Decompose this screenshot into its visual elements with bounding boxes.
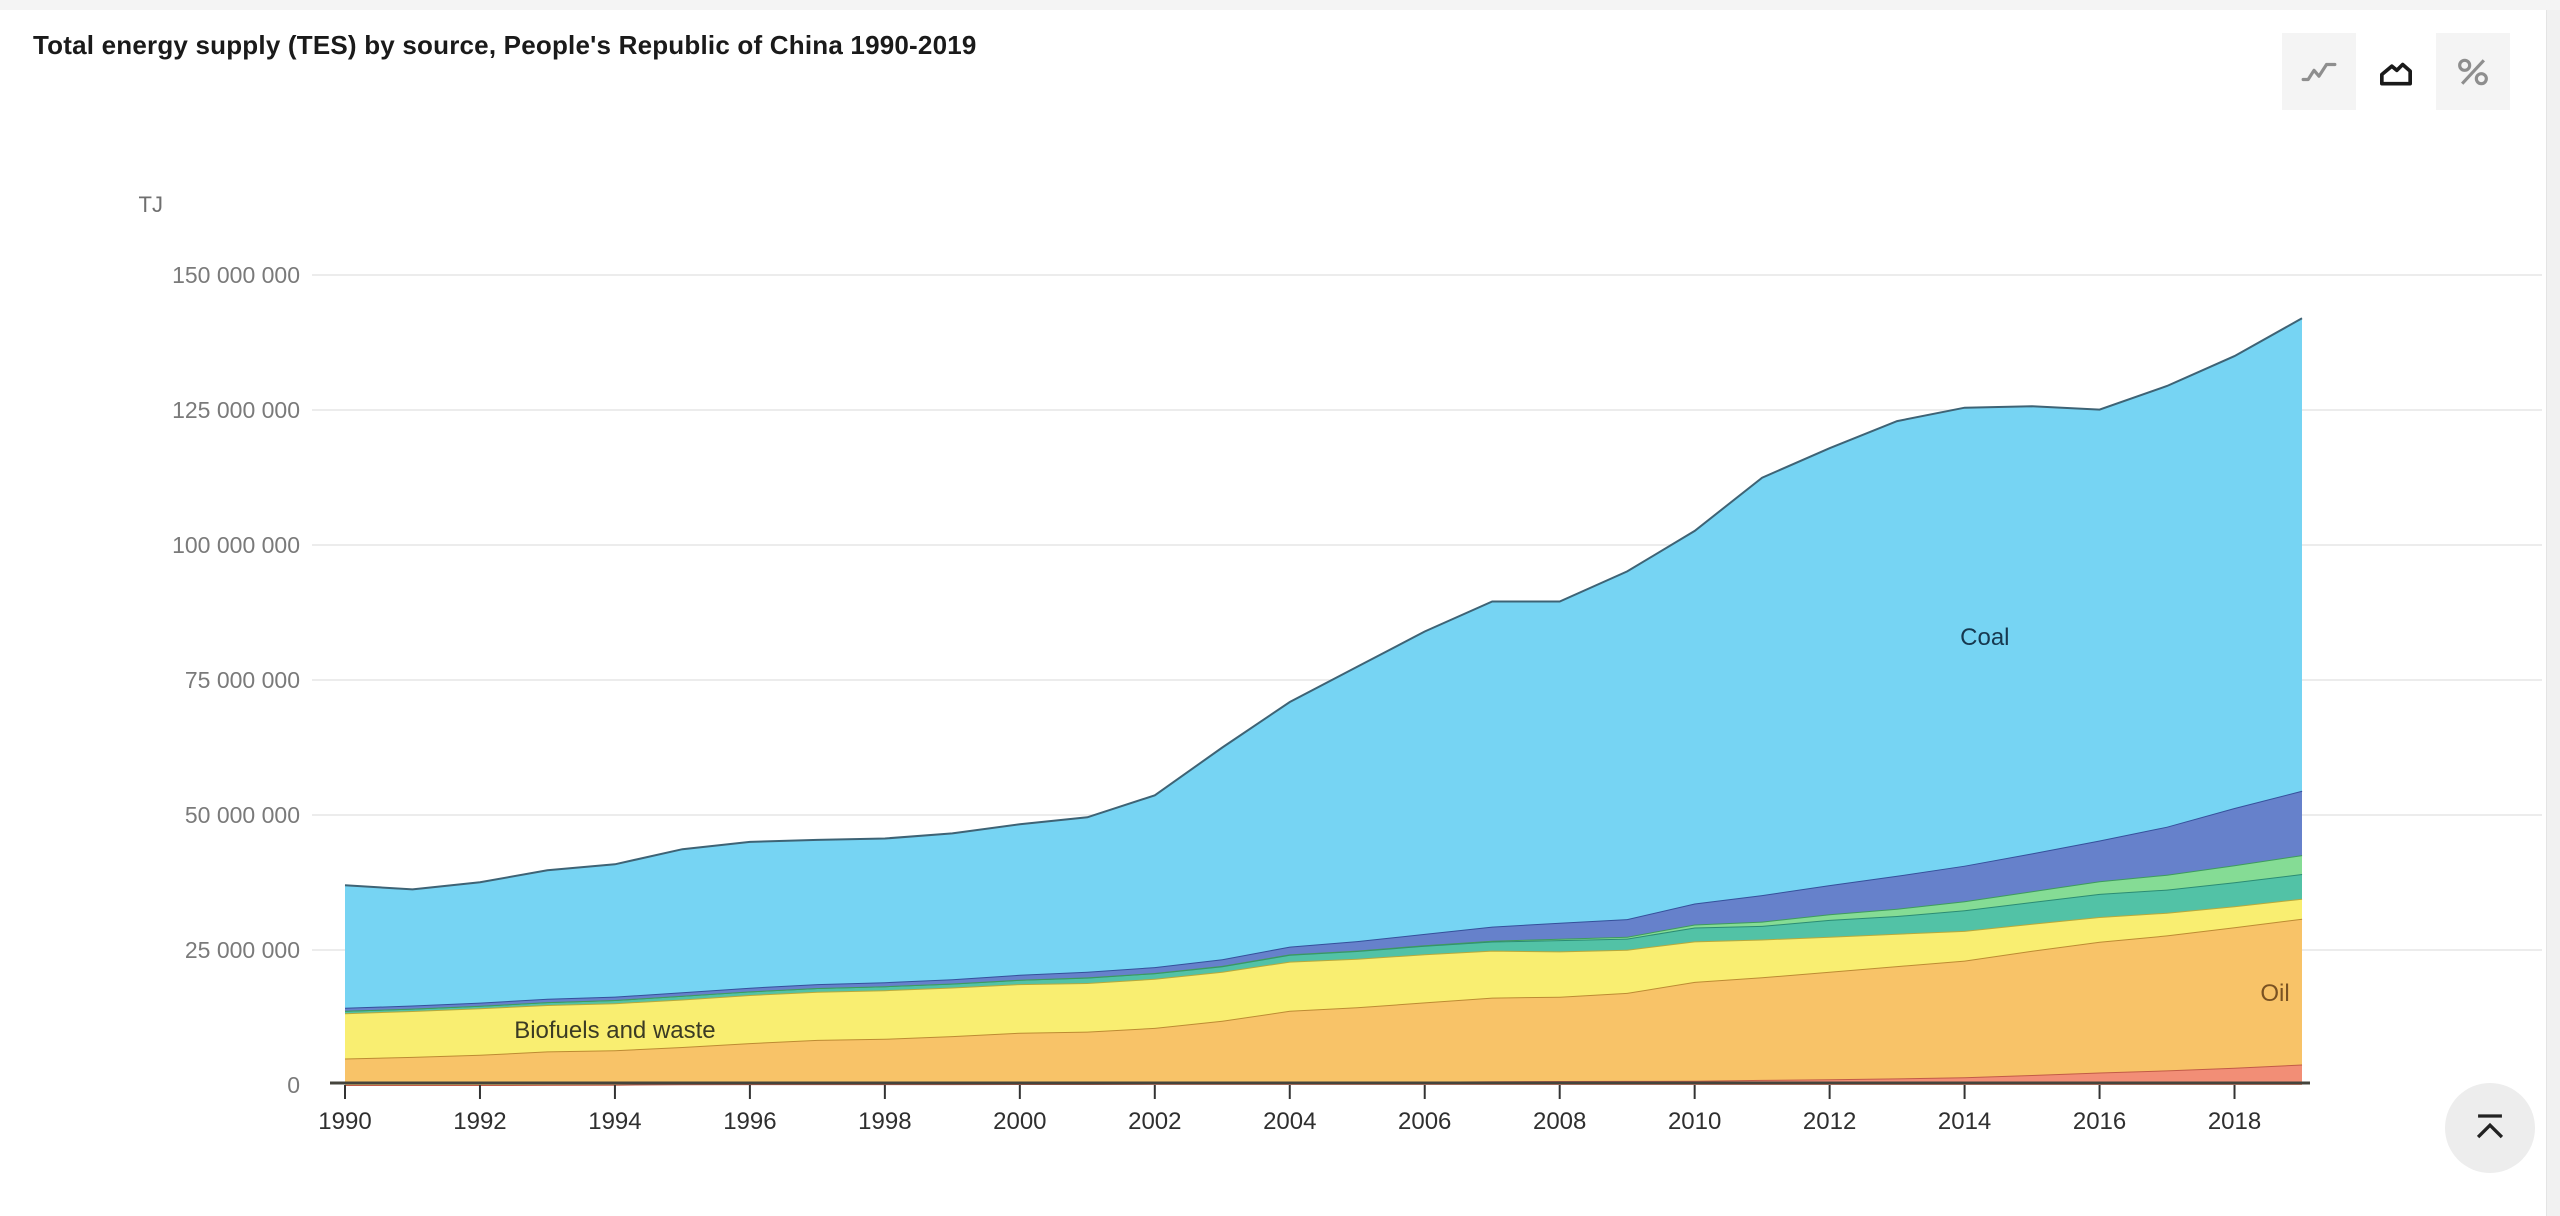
x-tick-label: 1996 bbox=[723, 1108, 776, 1135]
y-tick-label: 75 000 000 bbox=[185, 667, 300, 693]
x-tick-label: 2016 bbox=[2073, 1108, 2126, 1135]
x-tick-label: 1994 bbox=[588, 1108, 641, 1135]
page-title: Total energy supply (TES) by source, Peo… bbox=[33, 30, 977, 60]
series-label-coal: Coal bbox=[1960, 624, 2009, 651]
x-tick-label: 2004 bbox=[1263, 1108, 1316, 1135]
x-axis-ticks: 1990 1992 1994 1996 1998 2000 2002 2004 2006 2008… bbox=[318, 1085, 2261, 1135]
line-chart-toggle[interactable] bbox=[2282, 33, 2356, 110]
y-tick-label: 50 000 000 bbox=[185, 802, 300, 828]
y-tick-label: 100 000 000 bbox=[172, 532, 300, 558]
boundary-coal bbox=[344, 317, 2303, 891]
y-axis-unit-label: TJ bbox=[139, 192, 163, 217]
area-coal[interactable] bbox=[345, 318, 2302, 1008]
area-natural-gas[interactable] bbox=[345, 790, 2302, 1011]
y-axis-labels: 0 25 000 000 50 000 000 75 000 000 100 000 0… bbox=[172, 262, 300, 1098]
top-page-strip bbox=[0, 0, 2560, 10]
y-tick-label: 125 000 000 bbox=[172, 397, 300, 423]
area-chart-icon bbox=[2376, 52, 2416, 92]
x-tick-label: 1992 bbox=[453, 1108, 506, 1135]
x-tick-label: 2012 bbox=[1803, 1108, 1856, 1135]
percent-icon bbox=[2453, 52, 2493, 92]
scroll-to-top-button[interactable] bbox=[2445, 1083, 2535, 1173]
x-tick-label: 1998 bbox=[858, 1108, 911, 1135]
area-chart-toggle[interactable] bbox=[2359, 33, 2433, 110]
x-tick-label: 2010 bbox=[1668, 1108, 1721, 1135]
scrollbar-track[interactable] bbox=[2546, 10, 2560, 1216]
x-tick-label: 2008 bbox=[1533, 1108, 1586, 1135]
x-tick-label: 2014 bbox=[1938, 1108, 1991, 1135]
y-tick-label: 150 000 000 bbox=[172, 262, 300, 288]
x-tick-label: 2018 bbox=[2208, 1108, 2261, 1135]
y-tick-label: 25 000 000 bbox=[185, 937, 300, 963]
x-tick-label: 2006 bbox=[1398, 1108, 1451, 1135]
series-labels: Coal Biofuels and waste Oil bbox=[514, 624, 2289, 1044]
line-chart-icon bbox=[2299, 52, 2339, 92]
x-tick-label: 2002 bbox=[1128, 1108, 1181, 1135]
x-tick-label: 2000 bbox=[993, 1108, 1046, 1135]
series-label-oil: Oil bbox=[2260, 980, 2289, 1007]
chart-type-toolbar bbox=[2282, 33, 2510, 110]
area-biofuels-and-waste[interactable] bbox=[345, 898, 2302, 1059]
percent-chart-toggle[interactable] bbox=[2436, 33, 2510, 110]
stacked-areas bbox=[344, 317, 2303, 1086]
area-oil[interactable] bbox=[345, 918, 2302, 1085]
x-tick-label: 1990 bbox=[318, 1108, 371, 1135]
series-label-biofuels-and-waste: Biofuels and waste bbox=[514, 1017, 715, 1044]
scroll-to-top-icon bbox=[2468, 1105, 2512, 1152]
y-tick-label: 0 bbox=[287, 1072, 300, 1098]
